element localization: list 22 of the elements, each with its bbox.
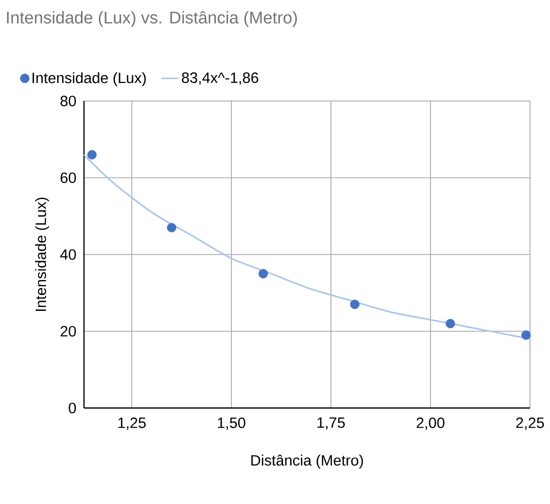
y-tick-label: 40 bbox=[60, 249, 76, 260]
point bbox=[521, 330, 531, 340]
x-tick-label: 1,75 bbox=[317, 417, 345, 430]
y-axis-title: Intensidade (Lux) bbox=[35, 198, 50, 311]
point bbox=[446, 318, 456, 328]
x-tick-label: 2,00 bbox=[416, 417, 444, 430]
line-series bbox=[83, 154, 531, 340]
y-tick-label: 80 bbox=[60, 96, 76, 106]
point bbox=[258, 269, 268, 278]
x-tick-label: 1,25 bbox=[118, 417, 146, 430]
chart-title: Intensidade (Lux) vs. Distância (Metro) bbox=[7, 11, 297, 27]
point bbox=[166, 222, 176, 232]
x-tick-label: 2,25 bbox=[516, 417, 544, 430]
y-tick-label: 0 bbox=[68, 402, 76, 414]
x-tick-label: 1,50 bbox=[218, 417, 246, 430]
y-tick-label: 60 bbox=[60, 172, 76, 184]
legend-label: Intensidade (Lux) bbox=[32, 72, 146, 86]
y-tick-label: 20 bbox=[60, 326, 76, 337]
point bbox=[350, 300, 360, 310]
legend-label: 83,4x^-1,86 bbox=[182, 72, 258, 85]
x-axis-title: Distância (Metro) bbox=[251, 454, 363, 469]
point bbox=[87, 150, 97, 160]
